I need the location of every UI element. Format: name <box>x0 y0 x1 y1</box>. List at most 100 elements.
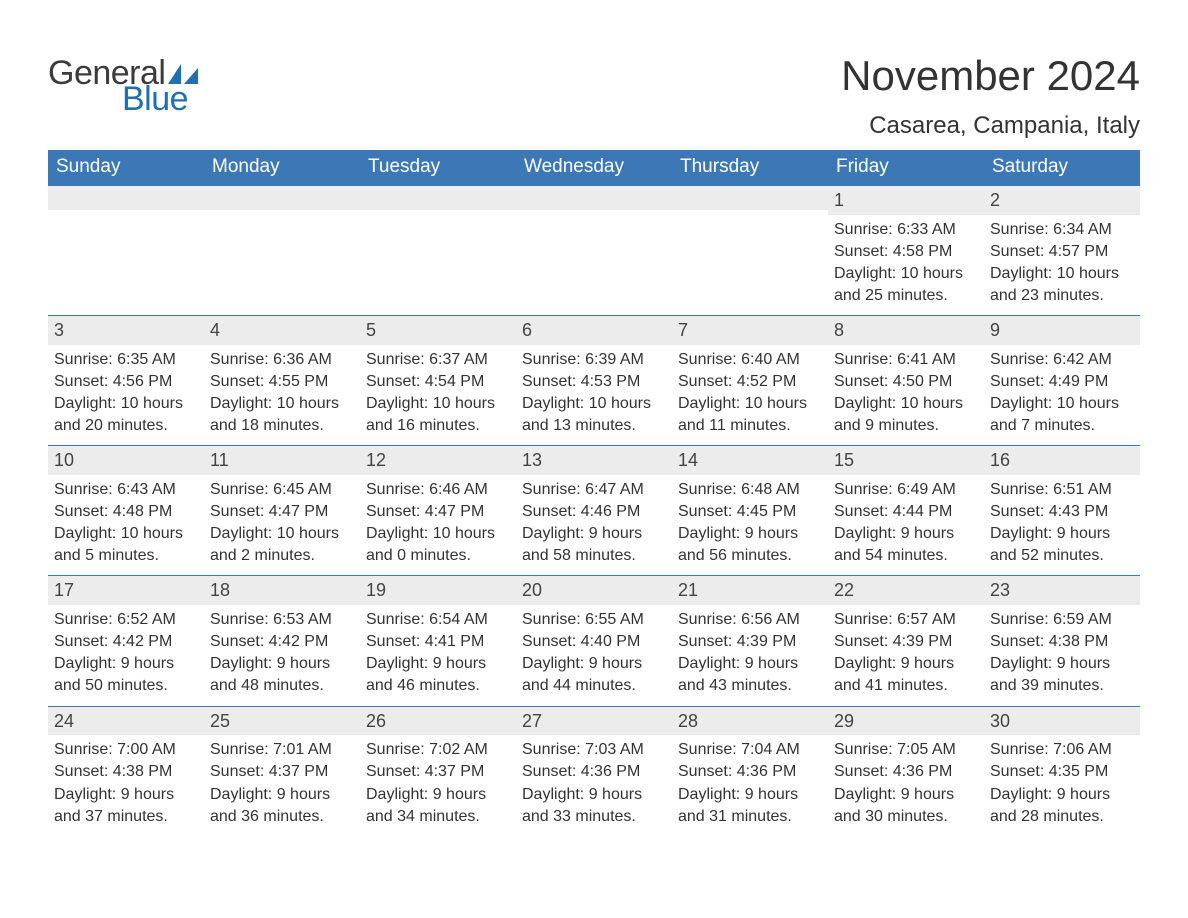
sunset-line: Sunset: 4:39 PM <box>834 631 978 653</box>
daylight-line: Daylight: 10 hours and 0 minutes. <box>366 523 510 567</box>
day-body: Sunrise: 6:37 AMSunset: 4:54 PMDaylight:… <box>360 345 516 445</box>
day-cell <box>204 186 360 315</box>
day-body: Sunrise: 7:02 AMSunset: 4:37 PMDaylight:… <box>360 735 516 835</box>
week-row: 17Sunrise: 6:52 AMSunset: 4:42 PMDayligh… <box>48 575 1140 705</box>
day-cell: 25Sunrise: 7:01 AMSunset: 4:37 PMDayligh… <box>204 707 360 836</box>
day-number: 22 <box>828 576 984 605</box>
day-number: 8 <box>828 316 984 345</box>
sunrise-line: Sunrise: 6:48 AM <box>678 479 822 501</box>
day-body: Sunrise: 6:57 AMSunset: 4:39 PMDaylight:… <box>828 605 984 705</box>
daylight-line: Daylight: 10 hours and 7 minutes. <box>990 393 1134 437</box>
day-body: Sunrise: 7:01 AMSunset: 4:37 PMDaylight:… <box>204 735 360 835</box>
daylight-line: Daylight: 9 hours and 44 minutes. <box>522 653 666 697</box>
sunset-line: Sunset: 4:57 PM <box>990 241 1134 263</box>
day-body: Sunrise: 6:34 AMSunset: 4:57 PMDaylight:… <box>984 215 1140 315</box>
logo: General Blue <box>48 30 198 116</box>
day-number: 20 <box>516 576 672 605</box>
day-cell: 30Sunrise: 7:06 AMSunset: 4:35 PMDayligh… <box>984 707 1140 836</box>
sunset-line: Sunset: 4:53 PM <box>522 371 666 393</box>
day-cell: 9Sunrise: 6:42 AMSunset: 4:49 PMDaylight… <box>984 316 1140 445</box>
sunset-line: Sunset: 4:52 PM <box>678 371 822 393</box>
week-row: 10Sunrise: 6:43 AMSunset: 4:48 PMDayligh… <box>48 445 1140 575</box>
day-number: 24 <box>48 707 204 736</box>
daylight-line: Daylight: 9 hours and 58 minutes. <box>522 523 666 567</box>
day-body: Sunrise: 6:39 AMSunset: 4:53 PMDaylight:… <box>516 345 672 445</box>
day-body: Sunrise: 6:33 AMSunset: 4:58 PMDaylight:… <box>828 215 984 315</box>
day-body: Sunrise: 6:55 AMSunset: 4:40 PMDaylight:… <box>516 605 672 705</box>
sunrise-line: Sunrise: 6:34 AM <box>990 219 1134 241</box>
sunrise-line: Sunrise: 6:33 AM <box>834 219 978 241</box>
dow-sunday: Sunday <box>48 150 204 186</box>
day-number: 1 <box>828 186 984 215</box>
day-number: 23 <box>984 576 1140 605</box>
daylight-line: Daylight: 10 hours and 11 minutes. <box>678 393 822 437</box>
location-subtitle: Casarea, Campania, Italy <box>841 112 1140 140</box>
day-body: Sunrise: 6:36 AMSunset: 4:55 PMDaylight:… <box>204 345 360 445</box>
sunset-line: Sunset: 4:48 PM <box>54 501 198 523</box>
sunrise-line: Sunrise: 6:55 AM <box>522 609 666 631</box>
day-body: Sunrise: 7:03 AMSunset: 4:36 PMDaylight:… <box>516 735 672 835</box>
day-number: 5 <box>360 316 516 345</box>
dow-wednesday: Wednesday <box>516 150 672 186</box>
sunrise-line: Sunrise: 7:02 AM <box>366 739 510 761</box>
sunrise-line: Sunrise: 7:03 AM <box>522 739 666 761</box>
day-body: Sunrise: 6:47 AMSunset: 4:46 PMDaylight:… <box>516 475 672 575</box>
daylight-line: Daylight: 10 hours and 5 minutes. <box>54 523 198 567</box>
day-body: Sunrise: 7:00 AMSunset: 4:38 PMDaylight:… <box>48 735 204 835</box>
sunrise-line: Sunrise: 6:56 AM <box>678 609 822 631</box>
day-number <box>204 186 360 210</box>
day-body: Sunrise: 6:35 AMSunset: 4:56 PMDaylight:… <box>48 345 204 445</box>
day-cell: 29Sunrise: 7:05 AMSunset: 4:36 PMDayligh… <box>828 707 984 836</box>
day-number: 29 <box>828 707 984 736</box>
sunrise-line: Sunrise: 6:52 AM <box>54 609 198 631</box>
day-number: 3 <box>48 316 204 345</box>
dow-monday: Monday <box>204 150 360 186</box>
logo-word-blue: Blue <box>122 82 198 116</box>
sunset-line: Sunset: 4:50 PM <box>834 371 978 393</box>
dow-friday: Friday <box>828 150 984 186</box>
day-number <box>516 186 672 210</box>
day-number: 15 <box>828 446 984 475</box>
sunrise-line: Sunrise: 6:43 AM <box>54 479 198 501</box>
sunset-line: Sunset: 4:54 PM <box>366 371 510 393</box>
dow-tuesday: Tuesday <box>360 150 516 186</box>
sunset-line: Sunset: 4:35 PM <box>990 761 1134 783</box>
week-row: 24Sunrise: 7:00 AMSunset: 4:38 PMDayligh… <box>48 706 1140 836</box>
day-cell: 5Sunrise: 6:37 AMSunset: 4:54 PMDaylight… <box>360 316 516 445</box>
daylight-line: Daylight: 9 hours and 56 minutes. <box>678 523 822 567</box>
day-cell: 17Sunrise: 6:52 AMSunset: 4:42 PMDayligh… <box>48 576 204 705</box>
sunrise-line: Sunrise: 6:53 AM <box>210 609 354 631</box>
day-body: Sunrise: 6:46 AMSunset: 4:47 PMDaylight:… <box>360 475 516 575</box>
daylight-line: Daylight: 9 hours and 48 minutes. <box>210 653 354 697</box>
day-number: 14 <box>672 446 828 475</box>
sunrise-line: Sunrise: 6:45 AM <box>210 479 354 501</box>
day-cell: 20Sunrise: 6:55 AMSunset: 4:40 PMDayligh… <box>516 576 672 705</box>
daylight-line: Daylight: 10 hours and 13 minutes. <box>522 393 666 437</box>
daylight-line: Daylight: 10 hours and 25 minutes. <box>834 263 978 307</box>
day-number: 6 <box>516 316 672 345</box>
sunset-line: Sunset: 4:45 PM <box>678 501 822 523</box>
daylight-line: Daylight: 10 hours and 2 minutes. <box>210 523 354 567</box>
day-body: Sunrise: 6:54 AMSunset: 4:41 PMDaylight:… <box>360 605 516 705</box>
sunset-line: Sunset: 4:42 PM <box>210 631 354 653</box>
sunrise-line: Sunrise: 6:41 AM <box>834 349 978 371</box>
day-number: 12 <box>360 446 516 475</box>
sunrise-line: Sunrise: 6:39 AM <box>522 349 666 371</box>
day-cell <box>672 186 828 315</box>
sunrise-line: Sunrise: 6:42 AM <box>990 349 1134 371</box>
daylight-line: Daylight: 10 hours and 18 minutes. <box>210 393 354 437</box>
day-number: 2 <box>984 186 1140 215</box>
sunset-line: Sunset: 4:36 PM <box>522 761 666 783</box>
day-body: Sunrise: 6:56 AMSunset: 4:39 PMDaylight:… <box>672 605 828 705</box>
page-title: November 2024 <box>841 52 1140 100</box>
day-body: Sunrise: 6:52 AMSunset: 4:42 PMDaylight:… <box>48 605 204 705</box>
sunrise-line: Sunrise: 7:01 AM <box>210 739 354 761</box>
day-number: 16 <box>984 446 1140 475</box>
week-row: 3Sunrise: 6:35 AMSunset: 4:56 PMDaylight… <box>48 315 1140 445</box>
daylight-line: Daylight: 9 hours and 54 minutes. <box>834 523 978 567</box>
daylight-line: Daylight: 9 hours and 46 minutes. <box>366 653 510 697</box>
sunrise-line: Sunrise: 6:40 AM <box>678 349 822 371</box>
day-cell: 7Sunrise: 6:40 AMSunset: 4:52 PMDaylight… <box>672 316 828 445</box>
daylight-line: Daylight: 10 hours and 23 minutes. <box>990 263 1134 307</box>
sunrise-line: Sunrise: 6:54 AM <box>366 609 510 631</box>
